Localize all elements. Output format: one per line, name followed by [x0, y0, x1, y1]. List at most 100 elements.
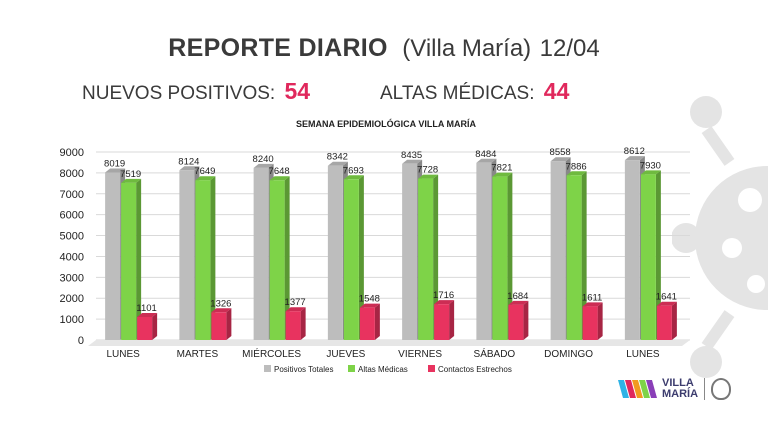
y-tick-label: 2000 — [60, 293, 84, 305]
bar-front — [476, 162, 492, 340]
data-label: 8435 — [401, 150, 422, 161]
report-title-main: REPORTE DIARIO — [168, 34, 388, 62]
bar-top — [418, 174, 439, 179]
data-label: 1101 — [136, 303, 156, 314]
bar-top — [640, 170, 661, 175]
y-tick-label: 4000 — [60, 251, 84, 263]
discharges-stat: ALTAS MÉDICAS: 44 — [380, 78, 569, 105]
data-label: 8124 — [178, 156, 199, 167]
bar-front — [179, 170, 195, 340]
logo-line-2: MARÍA — [662, 388, 699, 400]
bar-top — [550, 157, 571, 162]
bar-front — [343, 179, 359, 340]
bar-front — [253, 167, 269, 340]
y-tick-label: 9000 — [60, 147, 84, 159]
legend-item: Altas Médicas — [348, 365, 408, 374]
data-label: 7693 — [343, 165, 364, 176]
bar-side — [581, 171, 587, 340]
bar-side — [433, 174, 439, 340]
bar-altas-médicas — [121, 178, 142, 340]
chart-title: SEMANA EPIDEMIOLÓGICA VILLA MARÍA — [296, 118, 477, 129]
bar-contactos-estrechos — [285, 307, 306, 340]
bar-top — [566, 171, 587, 176]
x-tick-label: DOMINGO — [544, 349, 593, 360]
bar-top — [582, 302, 603, 307]
y-tick-label: 1000 — [60, 314, 84, 326]
x-tick-label: LUNES — [106, 349, 140, 360]
bar-side — [671, 301, 677, 340]
data-label: 1611 — [582, 292, 602, 303]
legend-swatch — [428, 365, 435, 372]
seal-icon — [711, 378, 732, 400]
bar-side — [523, 300, 529, 340]
logo-text: VILLA MARÍA — [662, 378, 698, 400]
bar-top — [359, 303, 380, 308]
bar-front — [105, 172, 121, 340]
data-label: 1684 — [507, 291, 528, 302]
bar-front — [402, 163, 418, 340]
bar-front — [137, 317, 153, 340]
legend-label: Altas Médicas — [358, 365, 408, 374]
bar-top — [285, 307, 306, 312]
y-tick-label: 3000 — [60, 272, 84, 284]
data-label: 8558 — [550, 147, 571, 158]
bar-front — [566, 175, 582, 340]
bar-altas-médicas — [566, 171, 587, 340]
bar-side — [152, 313, 158, 340]
bar-top — [269, 176, 290, 181]
logo-mark-icon — [618, 380, 657, 398]
bar-contactos-estrechos — [656, 301, 677, 340]
bar-side — [597, 302, 603, 340]
x-tick-label: VIERNES — [398, 349, 442, 360]
bar-front — [327, 165, 343, 340]
data-label: 8019 — [104, 158, 125, 169]
report-title-date: 12/04 — [539, 35, 600, 62]
report-title-place: (Villa María) — [402, 35, 532, 62]
x-tick-label: LUNES — [626, 349, 660, 360]
data-label: 7728 — [417, 165, 438, 176]
chart-floor — [88, 340, 690, 346]
data-label: 1548 — [359, 294, 380, 305]
report-title: REPORTE DIARIO (Villa María) 12/04 — [0, 34, 768, 63]
bar-front — [624, 160, 640, 340]
legend-item: Contactos Estrechos — [428, 365, 512, 374]
bar-side — [300, 307, 306, 340]
bar-top — [121, 178, 142, 183]
bar-front — [550, 161, 566, 340]
bar-side — [507, 172, 513, 340]
bar-side — [449, 300, 455, 340]
bar-top — [343, 175, 364, 180]
bar-top — [476, 158, 497, 163]
x-tick-label: JUEVES — [326, 349, 365, 360]
bar-front — [121, 182, 137, 340]
bar-top — [253, 163, 274, 168]
bar-front — [508, 304, 524, 340]
bar-altas-médicas — [640, 170, 661, 340]
x-tick-label: SÁBADO — [474, 347, 516, 360]
bar-contactos-estrechos — [137, 313, 158, 340]
bar-front — [211, 312, 227, 340]
data-label: 7930 — [640, 160, 661, 171]
y-tick-label: 7000 — [60, 189, 84, 201]
x-tick-label: MIÉRCOLES — [242, 347, 301, 360]
bar-top — [402, 159, 423, 164]
bar-front — [656, 305, 672, 340]
bar-side — [284, 176, 290, 340]
bar-contactos-estrechos — [434, 300, 455, 340]
data-label: 8342 — [327, 152, 348, 163]
data-label: 8484 — [475, 149, 496, 160]
data-label: 7886 — [566, 161, 587, 172]
discharges-label: ALTAS MÉDICAS: — [380, 83, 535, 104]
legend-item: Positivos Totales — [264, 365, 333, 374]
bar-contactos-estrechos — [582, 302, 603, 340]
data-label: 7519 — [120, 169, 141, 180]
bar-front — [359, 307, 375, 340]
bar-front — [285, 311, 301, 340]
bar-top — [492, 172, 513, 177]
logo-divider — [704, 378, 706, 400]
bar-top — [624, 156, 645, 161]
bar-contactos-estrechos — [508, 300, 529, 340]
x-tick-label: MARTES — [177, 349, 219, 360]
new-positives-stat: NUEVOS POSITIVOS: 54 — [82, 78, 310, 105]
